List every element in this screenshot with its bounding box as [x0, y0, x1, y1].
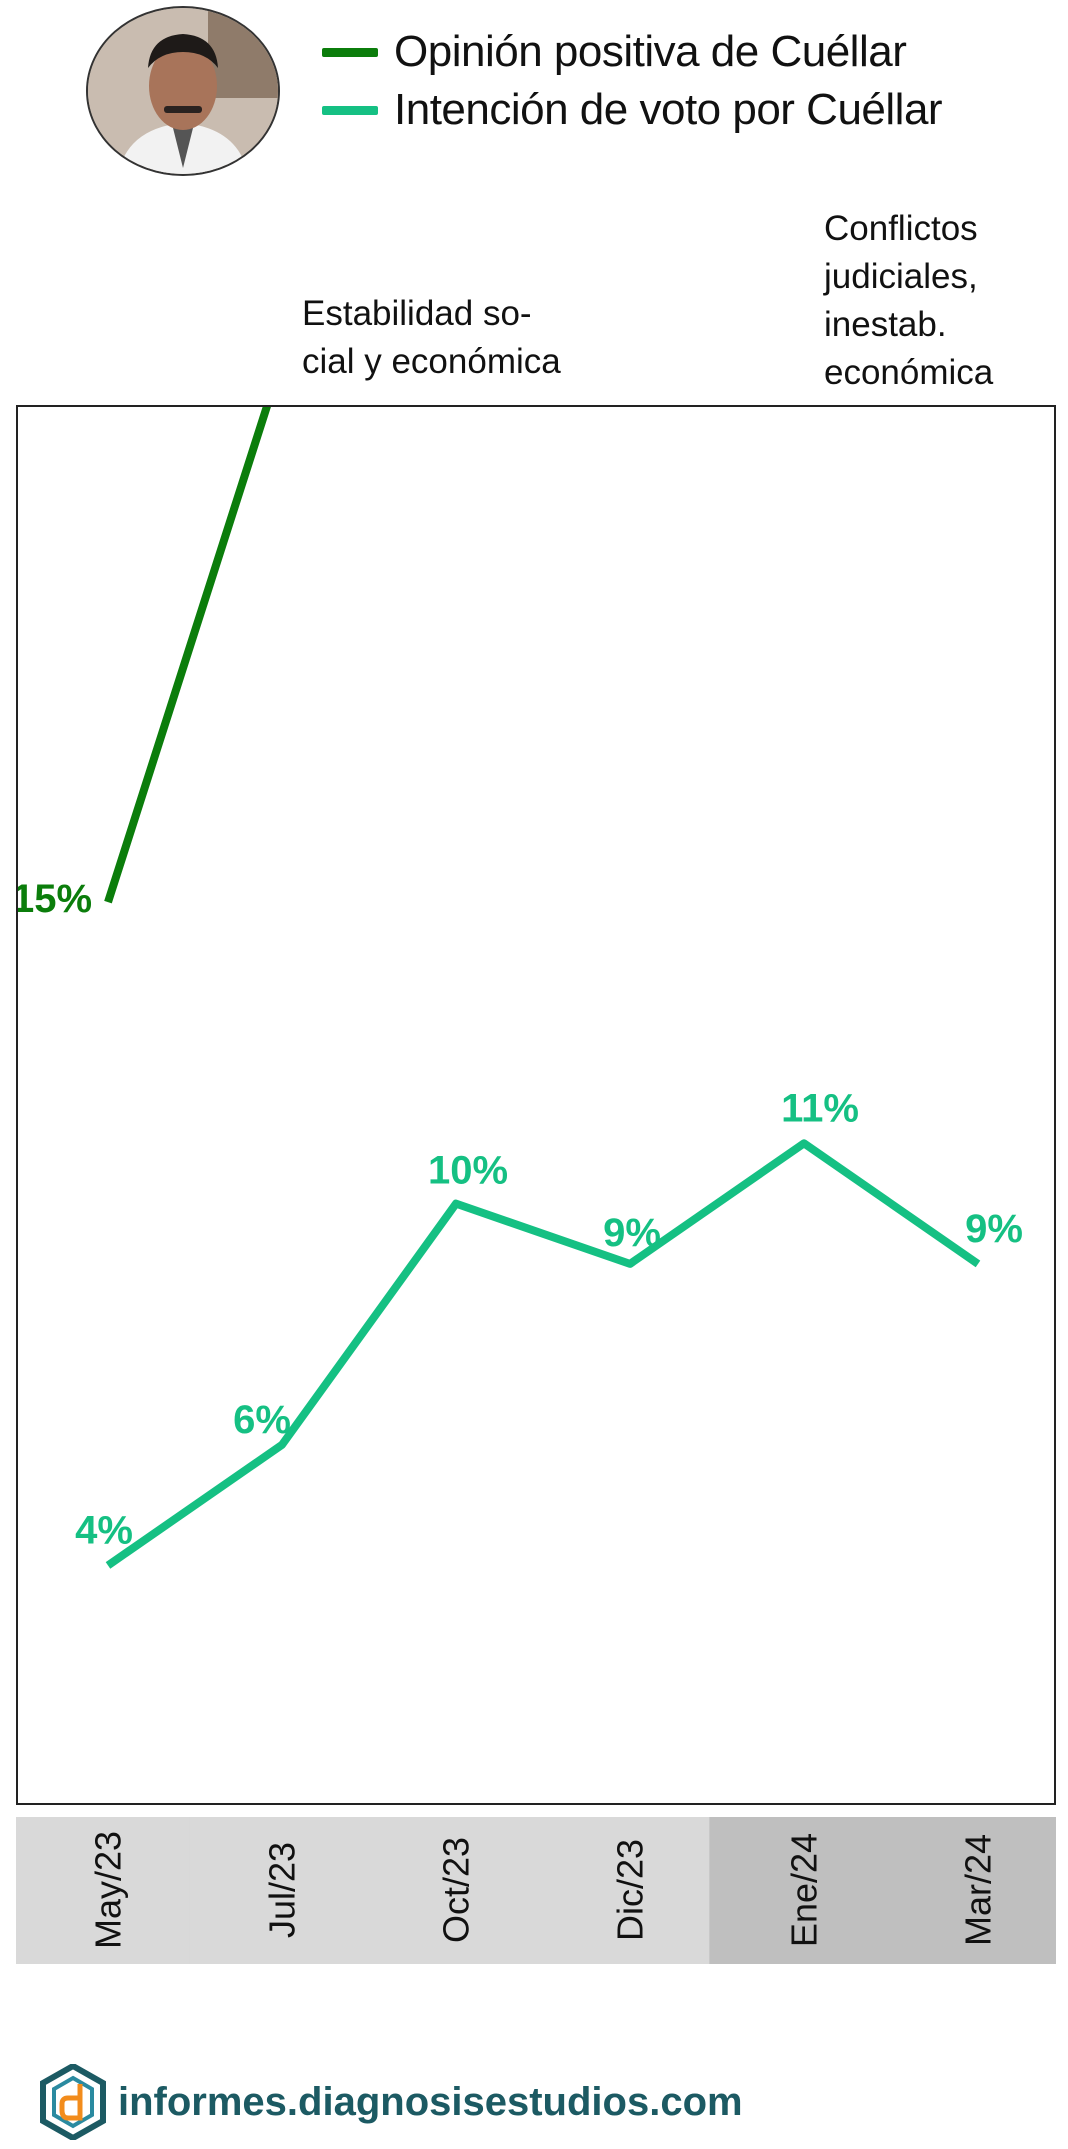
x-tick-label-1: Jul/23	[262, 1842, 303, 1938]
candidate-photo	[86, 6, 280, 176]
diagnosis-logo-icon	[40, 2064, 106, 2140]
line-chart: 15%24%29%31%30%30%4%6%10%9%11%9%	[12, 0, 1023, 1569]
footer: informes.diagnosisestudios.com	[40, 2062, 743, 2142]
legend-label-voto: Intención de voto por Cuéllar	[394, 85, 943, 134]
x-band-2	[362, 1817, 537, 1964]
x-band-0	[16, 1817, 190, 1964]
x-tick-label-5: Mar/24	[958, 1834, 999, 1946]
data-label-1-2: 10%	[428, 1149, 508, 1193]
plot-area: 15%24%29%31%30%30%4%6%10%9%11%9%	[12, 0, 1056, 1805]
legend-item-voto: Intención de voto por Cuéllar	[322, 82, 943, 138]
data-label-1-4: 11%	[781, 1086, 859, 1130]
x-band-3	[536, 1817, 710, 1964]
legend-swatch-opinion	[322, 47, 378, 57]
data-label-1-5: 9%	[965, 1207, 1023, 1251]
data-label-1-1: 6%	[233, 1398, 291, 1442]
person-photo-icon	[88, 8, 278, 174]
data-label-1-0: 4%	[75, 1508, 133, 1552]
x-band-1	[189, 1817, 364, 1964]
legend-label-opinion: Opinión positiva de Cuéllar	[394, 27, 907, 76]
data-label-0-0: 15%	[18, 877, 92, 921]
x-tick-label-0: May/23	[88, 1831, 129, 1949]
legend-swatch-voto	[322, 105, 378, 115]
annotation-conflictos: Conflictos judiciales, inestab. económic…	[824, 209, 994, 392]
series-line-0	[104, 0, 978, 904]
x-tick-label-3: Dic/23	[610, 1839, 651, 1941]
x-tick-label-4: Ene/24	[784, 1833, 825, 1947]
series-line-1	[105, 1139, 981, 1569]
x-band-4	[709, 1817, 884, 1964]
x-tick-label-2: Oct/23	[436, 1837, 477, 1943]
data-label-1-3: 9%	[603, 1211, 661, 1255]
x-axis: May/23 Jul/23 Oct/23 Dic/23 Ene/24 Mar/24	[16, 1817, 1057, 1964]
x-band-5	[882, 1817, 1057, 1964]
x-axis-labels: May/23 Jul/23 Oct/23 Dic/23 Ene/24 Mar/24	[16, 1817, 1057, 1964]
legend-item-opinion: Opinión positiva de Cuéllar	[322, 24, 907, 80]
footer-site-link[interactable]: informes.diagnosisestudios.com	[118, 2079, 743, 2124]
annotation-estabilidad: Estabilidad so- cial y económica	[302, 294, 561, 381]
